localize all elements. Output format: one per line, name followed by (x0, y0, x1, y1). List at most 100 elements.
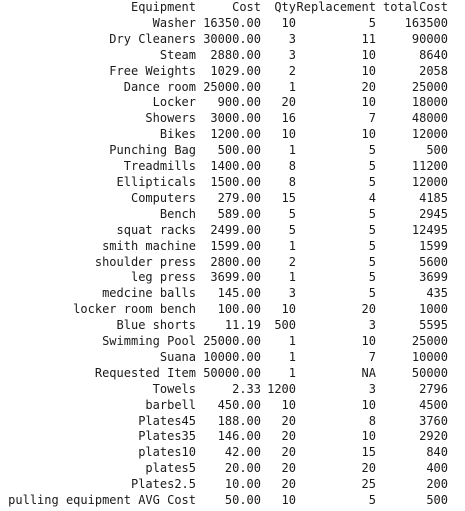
cell-equipment: barbell (145, 397, 196, 412)
cell-equipment: squat racks (116, 222, 196, 237)
cell-cost: 100.00 (217, 302, 261, 317)
cell-qty: 1 (288, 349, 296, 364)
cell-total-cost: 8640 (419, 47, 448, 62)
table-row: shoulder press 2800.00 2 5 5600 (4, 255, 448, 271)
cell-total-cost: 5600 (419, 254, 448, 269)
cell-replacement: 5 (368, 238, 376, 253)
header-replacement: Replacement (296, 0, 376, 14)
cell-cost: 2499.00 (210, 222, 261, 237)
cell-qty: 5 (288, 206, 296, 221)
cell-cost: 2.33 (232, 381, 261, 396)
cell-cost: 10000.00 (203, 349, 261, 364)
cell-total-cost: 400 (426, 461, 448, 476)
cell-total-cost: 12000 (411, 174, 448, 189)
cell-qty: 1 (288, 79, 296, 94)
cell-equipment: pulling equipment AVG Cost (8, 493, 196, 508)
cell-equipment: Dance room (123, 79, 196, 94)
cell-qty: 1200 (267, 381, 296, 396)
cell-equipment: Locker (152, 95, 196, 110)
table-row: Showers 3000.00 16 7 48000 (4, 111, 448, 127)
cell-equipment: Blue shorts (116, 318, 196, 333)
cell-qty: 10 (281, 493, 296, 508)
cell-qty: 20 (281, 95, 296, 110)
header-equipment: Equipment (130, 0, 196, 14)
table-row: Blue shorts 11.19 500 3 5595 (4, 318, 448, 334)
cell-equipment: Steam (159, 47, 196, 62)
table-row: Dance room 25000.00 1 20 25000 (4, 80, 448, 96)
cell-replacement: NA (361, 365, 376, 380)
cell-replacement: 10 (361, 63, 376, 78)
cell-equipment: smith machine (102, 238, 196, 253)
cell-replacement: 5 (368, 15, 376, 30)
cell-total-cost: 435 (426, 286, 448, 301)
cell-replacement: 3 (368, 381, 376, 396)
cell-cost: 3000.00 (210, 111, 261, 126)
cell-total-cost: 500 (426, 143, 448, 158)
cell-qty: 3 (288, 286, 296, 301)
cell-total-cost: 25000 (411, 79, 448, 94)
cell-cost: 1200.00 (210, 127, 261, 142)
cell-equipment: Bikes (159, 127, 196, 142)
cell-replacement: 10 (361, 334, 376, 349)
cell-cost: 500.00 (217, 143, 261, 158)
cell-cost: 30000.00 (203, 31, 261, 46)
cell-replacement: 10 (361, 127, 376, 142)
cell-equipment: Suana (159, 349, 196, 364)
cell-replacement: 7 (368, 349, 376, 364)
cell-equipment: Punching Bag (109, 143, 196, 158)
cell-total-cost: 4185 (419, 190, 448, 205)
table-row: barbell 450.00 10 10 4500 (4, 398, 448, 414)
cell-replacement: 20 (361, 302, 376, 317)
table-row: Free Weights 1029.00 2 10 2058 (4, 64, 448, 80)
cell-equipment: locker room bench (73, 302, 196, 317)
table-body: Washer 16350.00 10 5 163500 Dry Cleaners 30000… (4, 16, 448, 509)
cell-total-cost: 2796 (419, 381, 448, 396)
cell-total-cost: 12495 (411, 222, 448, 237)
cell-equipment: Showers (145, 111, 196, 126)
cell-qty: 16 (281, 111, 296, 126)
header-total-cost: totalCost (382, 0, 448, 14)
cell-cost: 188.00 (217, 413, 261, 428)
table-row: Plates35 146.00 20 10 2920 (4, 429, 448, 445)
cell-qty: 10 (281, 302, 296, 317)
cell-equipment: shoulder press (94, 254, 196, 269)
cell-replacement: 5 (368, 493, 376, 508)
cell-qty: 1 (288, 238, 296, 253)
cell-cost: 450.00 (217, 397, 261, 412)
cell-total-cost: 12000 (411, 127, 448, 142)
cell-replacement: 4 (368, 190, 376, 205)
cell-equipment: Bench (159, 206, 196, 221)
table-row: medcine balls 145.00 3 5 435 (4, 286, 448, 302)
header-qty: Qty (274, 0, 296, 14)
cell-cost: 20.00 (224, 461, 261, 476)
cell-cost: 900.00 (217, 95, 261, 110)
cell-total-cost: 2945 (419, 206, 448, 221)
table-row: plates10 42.00 20 15 840 (4, 445, 448, 461)
cell-total-cost: 11200 (411, 159, 448, 174)
cell-qty: 20 (281, 445, 296, 460)
cell-qty: 15 (281, 190, 296, 205)
cell-equipment: plates5 (145, 461, 196, 476)
cell-cost: 589.00 (217, 206, 261, 221)
table-row: Suana 10000.00 1 7 10000 (4, 350, 448, 366)
cell-cost: 145.00 (217, 286, 261, 301)
cell-total-cost: 163500 (404, 15, 448, 30)
table-row: smith machine 1599.00 1 5 1599 (4, 239, 448, 255)
cell-replacement: 15 (361, 445, 376, 460)
cell-equipment: leg press (130, 270, 196, 285)
cell-equipment: Plates45 (138, 413, 196, 428)
cell-equipment: Ellipticals (116, 174, 196, 189)
table-row: Bikes 1200.00 10 10 12000 (4, 127, 448, 143)
cell-replacement: 5 (368, 270, 376, 285)
table-row: Computers 279.00 15 4 4185 (4, 191, 448, 207)
cell-replacement: 10 (361, 47, 376, 62)
cell-qty: 2 (288, 63, 296, 78)
cell-total-cost: 2058 (419, 63, 448, 78)
cell-qty: 500 (274, 318, 296, 333)
cell-equipment: Plates35 (138, 429, 196, 444)
cell-equipment: Washer (152, 15, 196, 30)
table-row: Washer 16350.00 10 5 163500 (4, 16, 448, 32)
cell-cost: 279.00 (217, 190, 261, 205)
cell-replacement: 10 (361, 397, 376, 412)
